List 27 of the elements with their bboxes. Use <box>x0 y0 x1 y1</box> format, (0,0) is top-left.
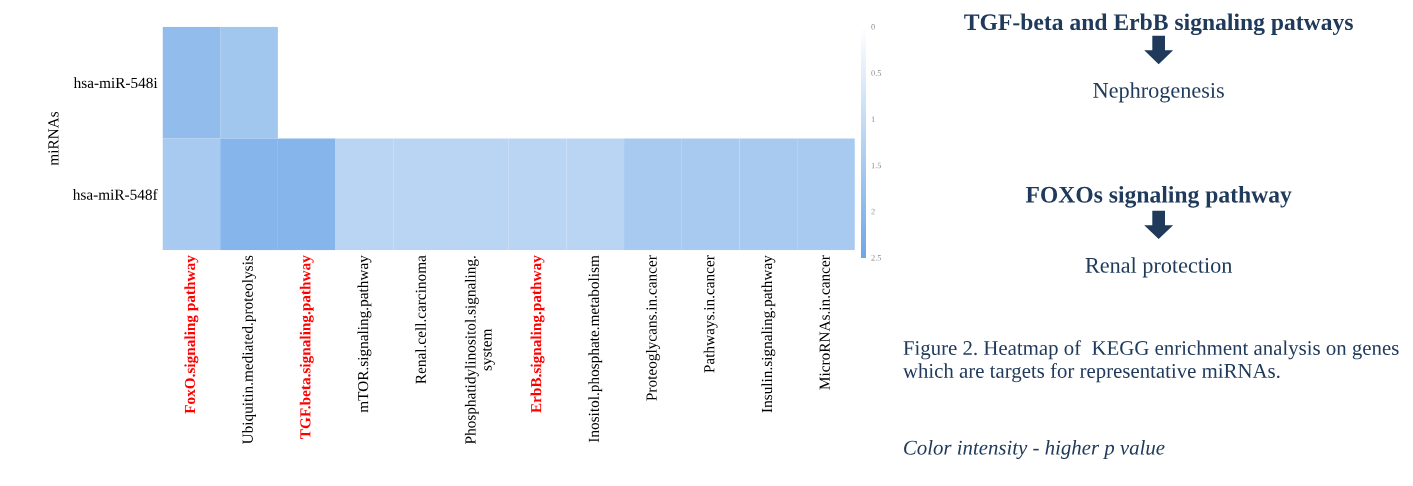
x-tick-label: Inositol.phosphate.metabolism <box>588 255 603 443</box>
text: Renal protection <box>1085 257 1233 278</box>
color-bar-label: 0.5 <box>871 70 882 76</box>
y-tick-label: hsa-miR-548i <box>73 77 158 89</box>
text: Color intensity - higher p value <box>904 440 1165 460</box>
text: FOXOs signaling pathway <box>1025 186 1292 208</box>
x-tick-label: FoxO.signaling pathway <box>184 255 199 414</box>
x-tick-label: MicroRNAs.in.cancer <box>819 255 830 390</box>
x-tick-label: TGF.beta.signaling.pathway <box>299 255 314 439</box>
x-tick-label: Insulin.signaling.pathway <box>761 255 776 413</box>
x-tick-label: Renal.cell.carcinoma <box>415 255 427 384</box>
text: Nephrogenesis <box>1093 82 1224 103</box>
caption: Figure 2. Heatmap of KEGG enrichment analysis on genes which are targets for representative miRNAs. <box>902 340 1399 383</box>
color-bar-label: 2.5 <box>871 254 882 261</box>
x-tick-label: Phosphatidylinositol.signaling. system <box>464 256 495 444</box>
color-bar-label: 1.5 <box>871 162 882 169</box>
y-axis-title: miRNAs <box>48 111 59 166</box>
color-bar-label: 0 <box>871 24 875 30</box>
x-tick-label: Ubiquitin.mediated.proteolysis <box>242 255 256 445</box>
y-tick-label: hsa-miR-548f <box>72 188 158 200</box>
x-tick-label: Proteoglycans.in.cancer <box>645 255 660 401</box>
x-tick-label: ErbB.signaling.pathway <box>530 255 545 413</box>
x-tick-label: Pathways.in.cancer <box>703 255 718 373</box>
color-bar-label: 1 <box>871 116 875 122</box>
color-bar-label: 2 <box>871 208 875 215</box>
x-tick-label: mTOR.signaling.pathway <box>357 255 372 413</box>
text: TGF-beta and ErbB signaling patways <box>964 13 1353 36</box>
